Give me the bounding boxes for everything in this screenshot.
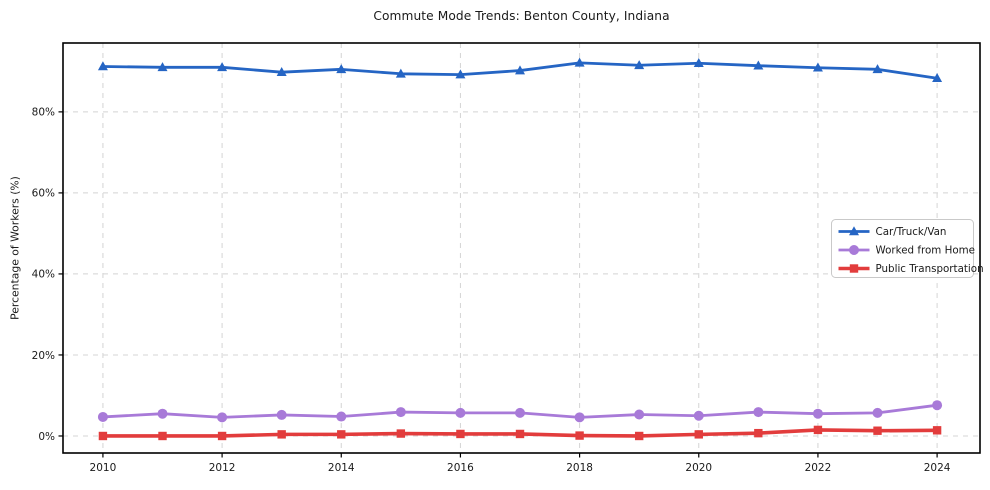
marker-public-transportation	[515, 429, 525, 439]
x-tick-label: 2016	[447, 462, 474, 474]
legend-swatch-marker	[849, 264, 859, 273]
marker-public-transportation	[754, 428, 763, 438]
marker-worked-from-home	[455, 407, 466, 418]
marker-public-transportation	[98, 431, 108, 441]
x-tick-label: 2022	[805, 462, 832, 474]
marker-public-transportation	[873, 426, 882, 435]
marker-public-transportation	[277, 430, 286, 439]
marker-worked-from-home	[336, 411, 347, 422]
marker-car-truck-van	[634, 60, 645, 70]
marker-car-truck-van	[693, 58, 704, 68]
marker-worked-from-home	[634, 409, 645, 420]
y-tick-label: 60%	[32, 188, 55, 200]
marker-worked-from-home	[217, 412, 228, 423]
y-axis-label: Percentage of Workers (%)	[8, 176, 22, 320]
x-tick-label: 2024	[924, 462, 951, 474]
marker-car-truck-van	[276, 66, 287, 76]
legend-label: Public Transportation	[876, 263, 984, 275]
plot-border	[62, 42, 981, 454]
legend-label: Worked from Home	[876, 245, 976, 257]
marker-worked-from-home	[574, 412, 585, 423]
y-tick-label: 0%	[38, 431, 55, 443]
x-tick-label: 2010	[90, 462, 117, 474]
marker-worked-from-home	[872, 407, 883, 418]
marker-public-transportation	[575, 431, 584, 440]
marker-public-transportation	[217, 431, 227, 441]
x-tick-label: 2018	[566, 462, 593, 474]
marker-public-transportation	[634, 431, 644, 441]
marker-public-transportation	[694, 430, 703, 439]
marker-car-truck-van	[932, 73, 943, 83]
marker-worked-from-home	[515, 407, 526, 418]
marker-public-transportation	[158, 431, 167, 441]
marker-car-truck-van	[97, 61, 108, 71]
marker-public-transportation	[813, 425, 823, 435]
marker-car-truck-van	[812, 62, 823, 72]
marker-worked-from-home	[395, 407, 406, 418]
x-tick-label: 2012	[209, 462, 236, 474]
marker-car-truck-van	[395, 68, 406, 78]
marker-worked-from-home	[812, 408, 823, 419]
marker-public-transportation	[456, 429, 465, 439]
marker-car-truck-van	[455, 69, 466, 79]
marker-car-truck-van	[515, 65, 526, 75]
marker-worked-from-home	[157, 408, 168, 419]
marker-public-transportation	[932, 426, 942, 435]
marker-worked-from-home	[932, 400, 943, 411]
marker-car-truck-van	[753, 60, 764, 70]
legend-swatch-marker	[849, 226, 859, 236]
marker-car-truck-van	[217, 62, 228, 72]
chart-title: Commute Mode Trends: Benton County, Indi…	[373, 9, 670, 23]
legend-label: Car/Truck/Van	[876, 226, 947, 238]
x-tick-label: 2020	[685, 462, 712, 474]
marker-worked-from-home	[753, 407, 764, 418]
legend-swatch-marker	[849, 245, 859, 255]
marker-worked-from-home	[693, 410, 704, 421]
marker-car-truck-van	[336, 64, 347, 74]
y-tick-label: 20%	[32, 350, 55, 362]
marker-car-truck-van	[872, 64, 883, 74]
x-tick-label: 2014	[328, 462, 355, 474]
marker-car-truck-van	[574, 57, 585, 67]
marker-public-transportation	[396, 429, 406, 438]
y-tick-label: 80%	[32, 107, 55, 119]
marker-car-truck-van	[157, 62, 168, 72]
y-tick-label: 40%	[32, 269, 55, 281]
marker-public-transportation	[337, 430, 346, 439]
legend-box	[831, 219, 974, 278]
marker-worked-from-home	[276, 409, 287, 420]
marker-worked-from-home	[97, 411, 108, 422]
